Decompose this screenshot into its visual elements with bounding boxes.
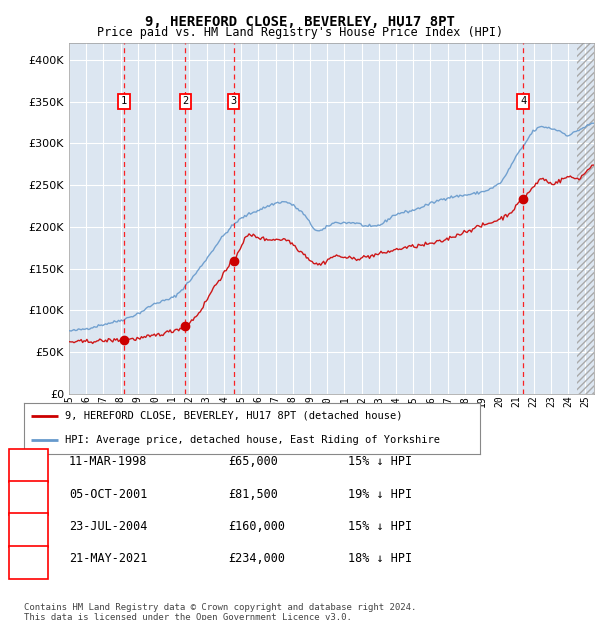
Text: 11-MAR-1998: 11-MAR-1998 <box>69 456 148 468</box>
Text: 9, HEREFORD CLOSE, BEVERLEY, HU17 8PT (detached house): 9, HEREFORD CLOSE, BEVERLEY, HU17 8PT (d… <box>65 410 403 421</box>
Text: 23-JUL-2004: 23-JUL-2004 <box>69 520 148 533</box>
Text: 1: 1 <box>121 96 127 106</box>
Text: 9, HEREFORD CLOSE, BEVERLEY, HU17 8PT: 9, HEREFORD CLOSE, BEVERLEY, HU17 8PT <box>145 15 455 29</box>
Text: 18% ↓ HPI: 18% ↓ HPI <box>348 552 412 565</box>
Text: 3: 3 <box>230 96 236 106</box>
Text: 2: 2 <box>25 488 32 500</box>
Text: 4: 4 <box>25 552 32 565</box>
Text: 1: 1 <box>25 456 32 468</box>
Text: £160,000: £160,000 <box>228 520 285 533</box>
Text: 15% ↓ HPI: 15% ↓ HPI <box>348 520 412 533</box>
Bar <box>577 43 600 394</box>
Text: £234,000: £234,000 <box>228 552 285 565</box>
Text: Price paid vs. HM Land Registry's House Price Index (HPI): Price paid vs. HM Land Registry's House … <box>97 26 503 38</box>
Text: 15% ↓ HPI: 15% ↓ HPI <box>348 456 412 468</box>
Text: 19% ↓ HPI: 19% ↓ HPI <box>348 488 412 500</box>
Text: 3: 3 <box>25 520 32 533</box>
Text: £65,000: £65,000 <box>228 456 278 468</box>
Text: 2: 2 <box>182 96 188 106</box>
Text: Contains HM Land Registry data © Crown copyright and database right 2024.
This d: Contains HM Land Registry data © Crown c… <box>24 603 416 620</box>
Text: 05-OCT-2001: 05-OCT-2001 <box>69 488 148 500</box>
Text: 21-MAY-2021: 21-MAY-2021 <box>69 552 148 565</box>
Text: £81,500: £81,500 <box>228 488 278 500</box>
Text: HPI: Average price, detached house, East Riding of Yorkshire: HPI: Average price, detached house, East… <box>65 435 440 445</box>
Text: 4: 4 <box>520 96 526 106</box>
